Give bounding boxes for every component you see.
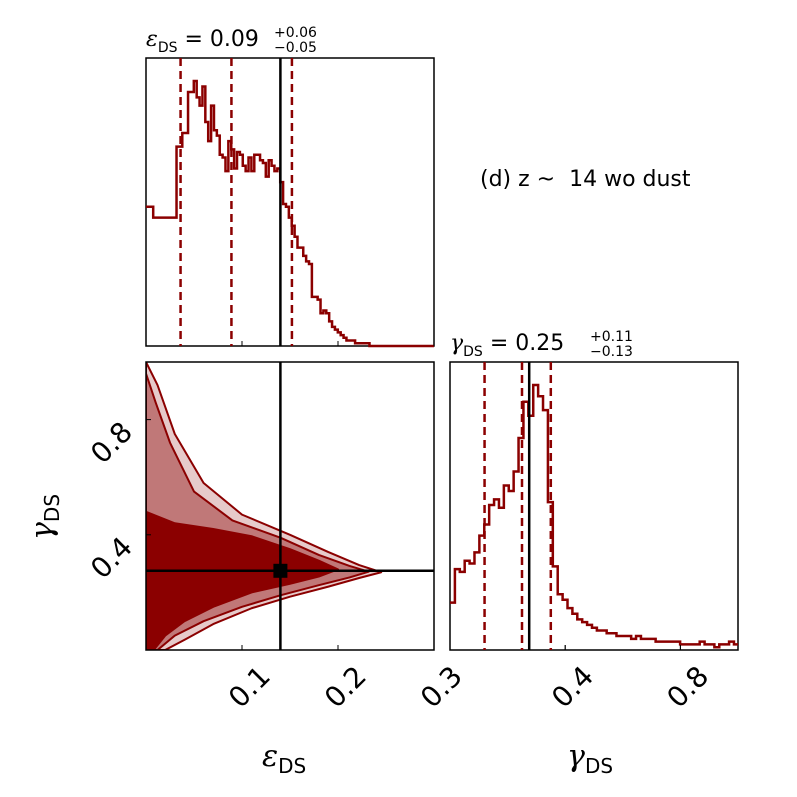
epsilon-histogram-step [146, 79, 434, 348]
x-axis-label-epsilon: εDS [262, 739, 306, 778]
joint-contour-panel: 0.1 0.2 0.3 0.4 0.8 [84, 361, 469, 714]
epsilon-title-minus: −0.05 [274, 40, 317, 56]
gamma-title-minus: −0.13 [590, 344, 633, 360]
joint-contour-marks [146, 362, 434, 650]
epsilon-x-tick-label-3: 0.3 [414, 659, 469, 714]
gamma-histogram-marks [450, 362, 738, 650]
epsilon-x-tick-label-1: 0.1 [222, 659, 277, 714]
epsilon-histogram-frame [145, 57, 435, 347]
joint-y-ticks: 0.4 0.8 [84, 415, 151, 585]
y-axis-label-gamma: γDS [25, 494, 64, 540]
gamma-histogram-step [450, 383, 738, 649]
x-axis-label-gamma: γDS [567, 739, 613, 778]
gamma-x-ticks: 0.4 0.8 [545, 645, 715, 714]
epsilon-title-plus: +0.06 [274, 25, 317, 41]
joint-truth-marker [273, 563, 288, 578]
gamma-y-tick-label-1: 0.4 [84, 530, 139, 585]
gamma-title: γDS = 0.25 [450, 331, 564, 360]
gamma-x-tick-label-2: 0.8 [660, 659, 715, 714]
joint-frame [145, 361, 435, 651]
joint-x-ticks: 0.1 0.2 0.3 [222, 645, 469, 714]
gamma-y-tick-label-2: 0.8 [84, 415, 139, 470]
epsilon-title: εDS = 0.09 [146, 27, 259, 56]
gamma-histogram-frame [449, 361, 739, 651]
gamma-title-plus: +0.11 [590, 329, 633, 345]
gamma-histogram-panel: 0.4 0.8 γDS = 0.25 +0.11 −0.13 [449, 329, 739, 714]
gamma-x-tick-label-1: 0.4 [545, 659, 600, 714]
panel-annotation: (d) z ~ 14 wo dust [480, 167, 691, 192]
contour-inner [146, 510, 339, 650]
epsilon-x-tick-label-2: 0.2 [318, 659, 373, 714]
epsilon-histogram-marks [146, 58, 435, 348]
epsilon-histogram-panel: εDS = 0.09 +0.06 −0.05 [145, 25, 435, 348]
